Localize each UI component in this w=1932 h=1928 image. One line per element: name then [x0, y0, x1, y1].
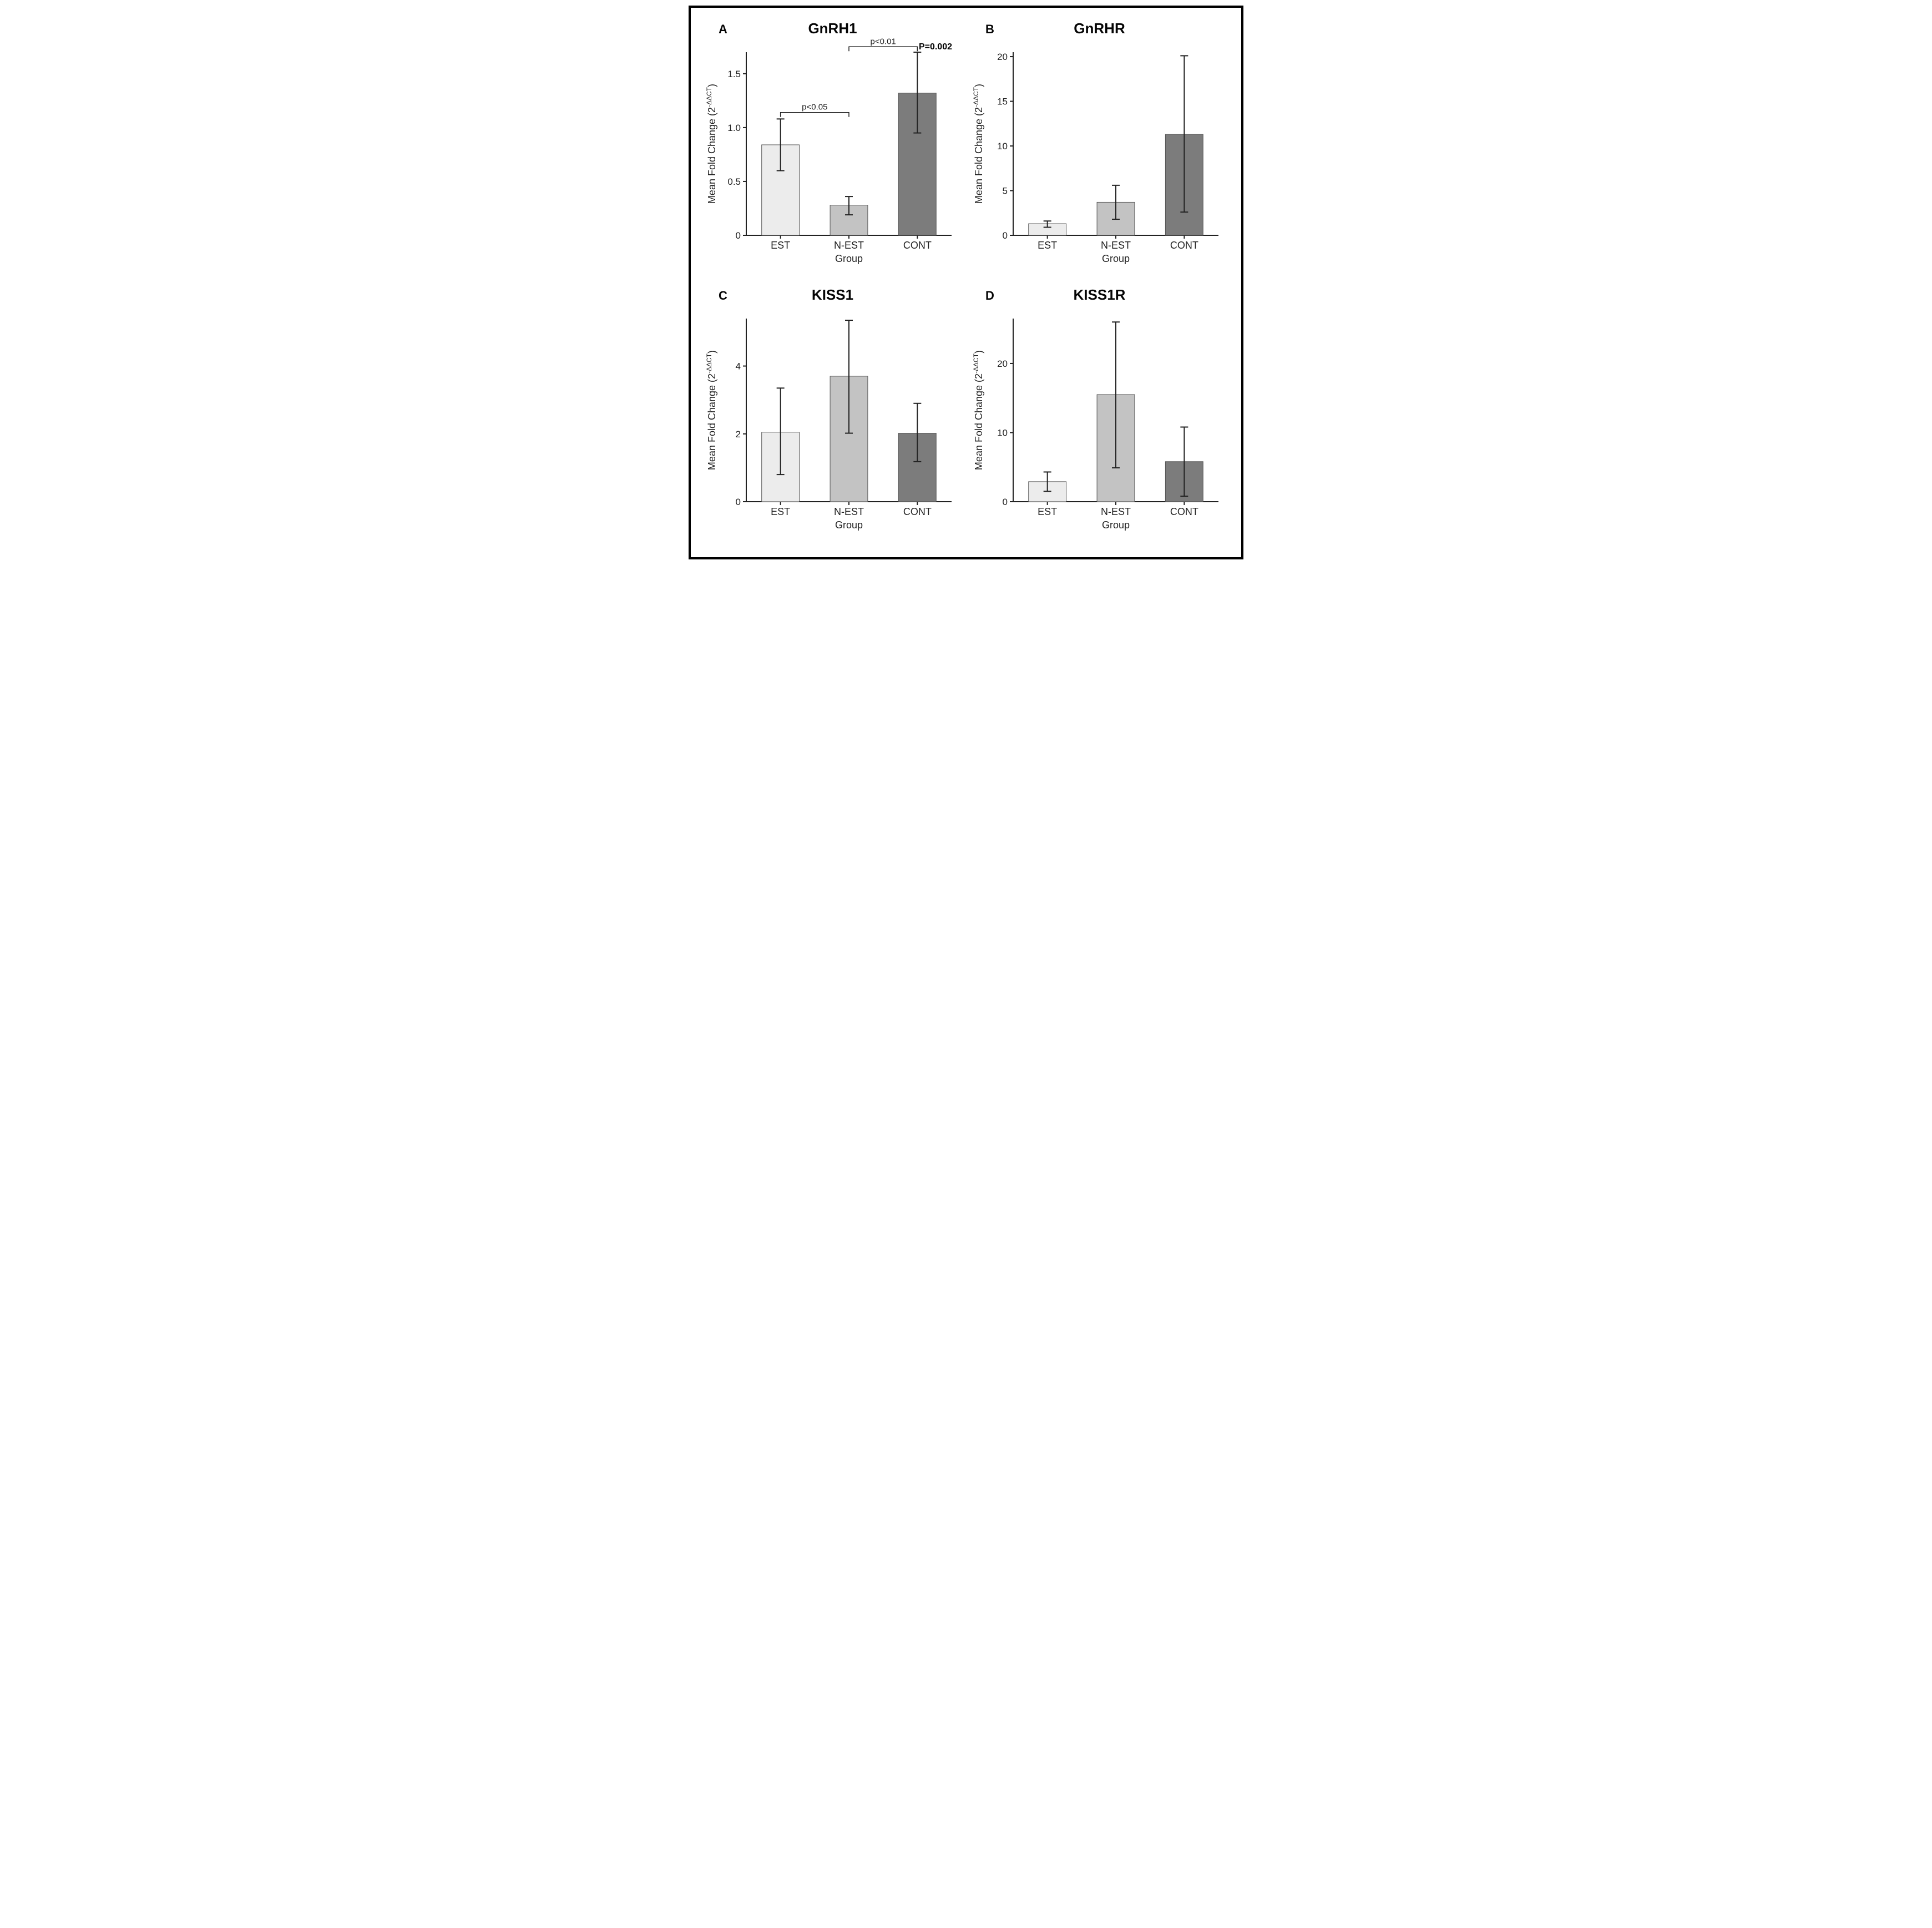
panel-title: GnRHR [969, 20, 1230, 37]
svg-text:5: 5 [1003, 186, 1008, 196]
svg-text:EST: EST [1038, 506, 1057, 517]
svg-text:Mean Fold Change (2-ΔΔCT): Mean Fold Change (2-ΔΔCT) [972, 84, 984, 204]
svg-text:CONT: CONT [1170, 240, 1198, 251]
svg-text:EST: EST [771, 240, 790, 251]
svg-text:N-EST: N-EST [1101, 240, 1131, 251]
svg-text:15: 15 [997, 97, 1008, 107]
svg-text:p<0.05: p<0.05 [802, 103, 827, 112]
svg-text:p<0.01: p<0.01 [871, 37, 896, 46]
svg-text:10: 10 [997, 427, 1008, 438]
chart-B: 0 5 10 15 20 EST N-EST CONT Group Mean Fold Chang… [969, 19, 1230, 274]
svg-text:Group: Group [1102, 519, 1130, 531]
svg-text:0.5: 0.5 [727, 176, 741, 187]
svg-text:Mean Fold Change (2-ΔΔCT): Mean Fold Change (2-ΔΔCT) [705, 350, 717, 470]
chart-D: 0 10 20 EST N-EST CONT Group Mean Fold Change (… [969, 285, 1230, 541]
panel-title: KISS1 [702, 286, 963, 304]
svg-text:0: 0 [736, 230, 741, 241]
svg-text:CONT: CONT [1170, 506, 1198, 517]
svg-text:Mean Fold Change (2-ΔΔCT): Mean Fold Change (2-ΔΔCT) [705, 84, 717, 204]
svg-text:Group: Group [835, 253, 863, 264]
overall-p-value: P=0.002 [919, 42, 952, 52]
svg-text:N-EST: N-EST [1101, 506, 1131, 517]
svg-text:0: 0 [1003, 497, 1008, 507]
svg-text:Group: Group [1102, 253, 1130, 264]
panel-B: B GnRHR 05101520ESTN-ESTCONTGroupMean Fo… [969, 19, 1230, 280]
panel-D: D KISS1R 01020ESTN-ESTCONTGroupMean Fold… [969, 285, 1230, 546]
svg-text:10: 10 [997, 141, 1008, 152]
svg-text:20: 20 [997, 52, 1008, 62]
svg-text:2: 2 [736, 429, 741, 440]
svg-text:Group: Group [835, 519, 863, 531]
svg-text:N-EST: N-EST [834, 506, 864, 517]
svg-text:0: 0 [736, 497, 741, 507]
svg-text:EST: EST [771, 506, 790, 517]
panel-C: C KISS1 024ESTN-ESTCONTGroupMean Fold Ch… [702, 285, 963, 546]
figure-container: A GnRH1 P=0.002 00.51.01.5ESTN-ESTCONTp<… [689, 6, 1243, 559]
svg-text:1.5: 1.5 [727, 69, 741, 79]
svg-text:EST: EST [1038, 240, 1057, 251]
chart-C: 0 2 4 EST N-EST CONT Group Mean Fold Change (2-… [702, 285, 963, 541]
svg-text:4: 4 [736, 361, 741, 372]
panel-title: KISS1R [969, 286, 1230, 304]
panel-A: A GnRH1 P=0.002 00.51.01.5ESTN-ESTCONTp<… [702, 19, 963, 280]
svg-text:CONT: CONT [903, 506, 932, 517]
svg-text:CONT: CONT [903, 240, 932, 251]
svg-text:0: 0 [1003, 230, 1008, 241]
svg-text:1.0: 1.0 [727, 123, 741, 133]
svg-text:N-EST: N-EST [834, 240, 864, 251]
panel-title: GnRH1 [702, 20, 963, 37]
svg-text:Mean Fold Change (2-ΔΔCT): Mean Fold Change (2-ΔΔCT) [972, 350, 984, 470]
chart-A: 0 0.5 1.0 1.5 EST N-EST CONT p<0.05 p<0.01 Group M… [702, 19, 963, 274]
svg-text:20: 20 [997, 359, 1008, 369]
